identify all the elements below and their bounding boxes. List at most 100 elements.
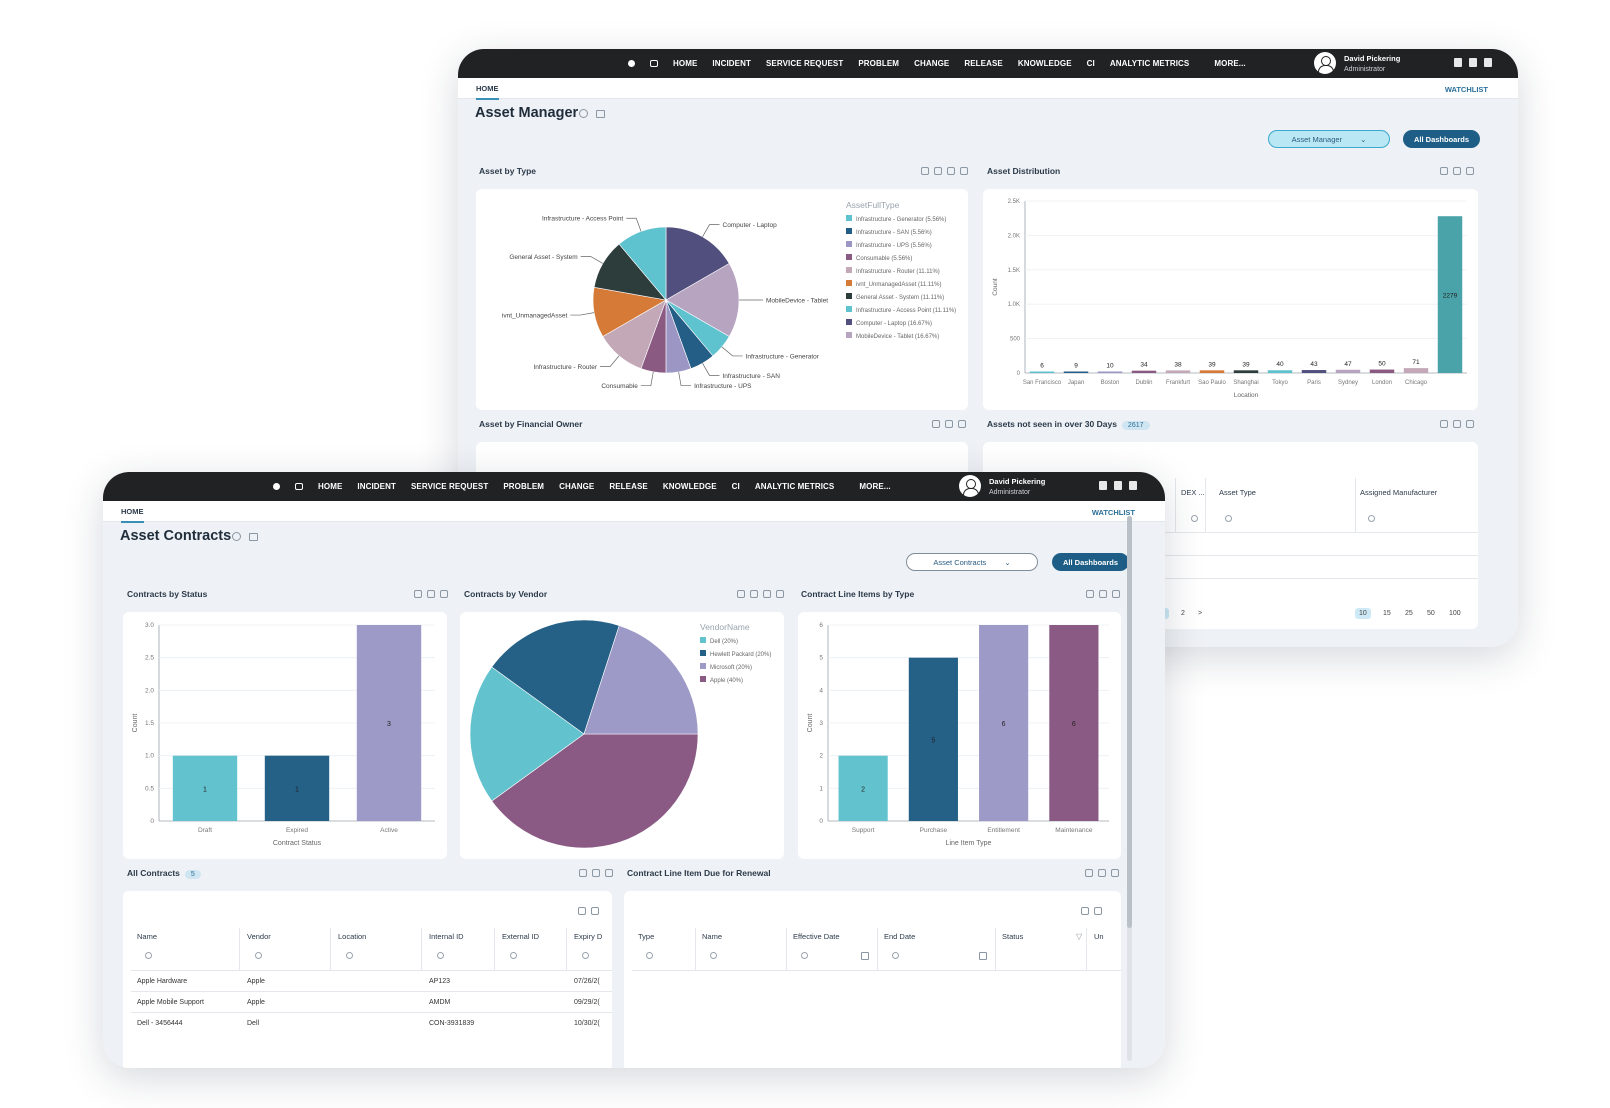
all-dashboards-button[interactable]: All Dashboards [1403,130,1480,148]
search-icon[interactable] [1225,515,1232,522]
export-icon[interactable] [1099,590,1107,598]
page-size-50[interactable]: 50 [1427,610,1435,617]
column-header-end-date[interactable]: End Date [884,932,916,941]
column-header-name[interactable]: Name [137,932,158,941]
page-size-10[interactable]: 10 [1355,608,1371,619]
column-header-type[interactable]: Type [638,932,655,941]
nav-service-request[interactable]: SERVICE REQUEST [410,482,489,491]
expand-icon[interactable] [776,590,784,598]
calendar-icon[interactable] [861,952,869,960]
layout-icon[interactable] [596,110,605,118]
column-header-expiry-date[interactable]: Expiry D [574,932,603,941]
chat-icon[interactable] [650,60,658,67]
wrench-icon[interactable] [1099,481,1107,490]
refresh-icon[interactable] [232,532,241,541]
nav-problem[interactable]: PROBLEM [858,59,900,68]
scrollbar-thumb[interactable] [1127,516,1132,928]
nav-change[interactable]: CHANGE [914,59,950,68]
image-icon[interactable] [763,590,771,598]
nav-more[interactable]: MORE... [859,482,891,491]
refresh-icon[interactable] [579,109,588,118]
undo-icon[interactable] [578,907,586,915]
expand-icon[interactable] [1466,167,1474,175]
expand-icon[interactable] [440,590,448,598]
nav-knowledge[interactable]: KNOWLEDGE [662,482,717,491]
user-profile[interactable]: David Pickering Administrator [1314,52,1400,74]
user-profile[interactable]: David Pickering Administrator [959,475,1045,497]
expand-icon[interactable] [1112,590,1120,598]
shield-icon[interactable] [1469,58,1477,67]
copy-icon[interactable] [591,907,599,915]
pager-page-2[interactable]: 2 [1181,610,1185,617]
all-dashboards-button[interactable]: All Dashboards [1052,553,1129,571]
search-icon[interactable] [1368,515,1375,522]
nav-knowledge[interactable]: KNOWLEDGE [1017,59,1072,68]
column-header-vendor[interactable]: Vendor [247,932,271,941]
page-size-25[interactable]: 25 [1405,610,1413,617]
status-icon[interactable] [273,483,280,490]
chat-icon[interactable] [295,483,303,490]
page-size-100[interactable]: 100 [1449,610,1461,617]
search-icon[interactable] [1191,515,1198,522]
search-icon[interactable] [646,952,653,959]
table-row[interactable]: Apple Mobile Support Apple AMDM 09/29/2( [131,991,612,1012]
nav-incident[interactable]: INCIDENT [357,482,396,491]
table-row[interactable] [983,555,1478,576]
layout-icon[interactable] [249,533,258,541]
export-icon[interactable] [1098,869,1106,877]
dashboard-select[interactable]: Asset Manager ⌄ [1268,130,1390,148]
column-header-effective-date[interactable]: Effective Date [793,932,840,941]
export-icon[interactable] [592,869,600,877]
search-icon[interactable] [892,952,899,959]
logout-icon[interactable] [1129,481,1137,490]
column-header-internal-id[interactable]: Internal ID [429,932,464,941]
expand-icon[interactable] [958,420,966,428]
refresh-icon[interactable] [414,590,422,598]
export-icon[interactable] [1453,420,1461,428]
refresh-icon[interactable] [737,590,745,598]
calendar-icon[interactable] [979,952,987,960]
nav-service-request[interactable]: SERVICE REQUEST [765,59,844,68]
nav-analytic-metrics[interactable]: ANALYTIC METRICS [1109,59,1190,68]
nav-ci[interactable]: CI [731,482,740,491]
dashboard-select[interactable]: Asset Contracts ⌄ [906,553,1038,571]
column-header-status[interactable]: Status [1002,932,1024,941]
page-size-15[interactable]: 15 [1383,610,1391,617]
refresh-icon[interactable] [579,869,587,877]
undo-icon[interactable] [1081,907,1089,915]
export-icon[interactable] [945,420,953,428]
refresh-icon[interactable] [932,420,940,428]
image-icon[interactable] [947,167,955,175]
table-row[interactable] [983,532,1478,553]
filter-icon[interactable]: ▽ [1076,932,1083,941]
column-header-asset-type[interactable]: Asset Type [1219,488,1256,497]
nav-problem[interactable]: PROBLEM [503,482,545,491]
shield-icon[interactable] [1114,481,1122,490]
expand-icon[interactable] [605,869,613,877]
nav-home[interactable]: HOME [673,59,698,68]
refresh-icon[interactable] [1440,420,1448,428]
nav-ci[interactable]: CI [1086,59,1095,68]
expand-icon[interactable] [1466,420,1474,428]
refresh-icon[interactable] [1086,590,1094,598]
table-row[interactable]: Dell - 3456444 Dell CON-3931839 10/30/2( [131,1012,612,1033]
export-icon[interactable] [427,590,435,598]
nav-release[interactable]: RELEASE [964,59,1003,68]
search-icon[interactable] [255,952,262,959]
export-icon[interactable] [750,590,758,598]
table-row[interactable] [983,578,1478,599]
search-icon[interactable] [710,952,717,959]
search-icon[interactable] [437,952,444,959]
nav-change[interactable]: CHANGE [559,482,595,491]
nav-release[interactable]: RELEASE [609,482,648,491]
watchlist-link[interactable]: WATCHLIST [1444,85,1488,94]
refresh-icon[interactable] [1085,869,1093,877]
search-icon[interactable] [582,952,589,959]
pager-next[interactable]: > [1198,610,1203,617]
expand-icon[interactable] [960,167,968,175]
nav-home[interactable]: HOME [318,482,343,491]
nav-analytic-metrics[interactable]: ANALYTIC METRICS [754,482,835,491]
export-icon[interactable] [934,167,942,175]
tab-home[interactable]: HOME [121,507,144,523]
column-header-un[interactable]: Un [1094,932,1104,941]
